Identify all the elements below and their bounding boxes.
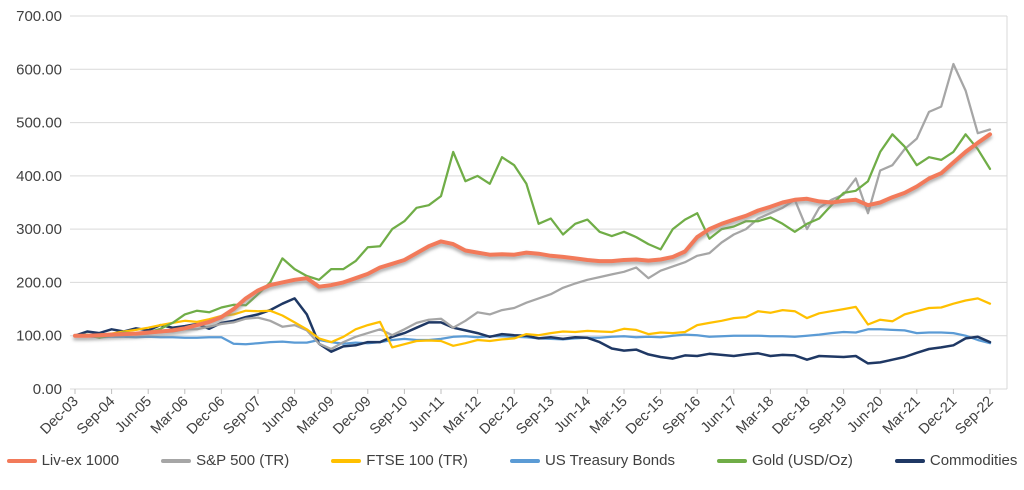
x-axis-label: Dec-12 bbox=[477, 394, 521, 438]
x-axis-label: Mar-06 bbox=[148, 394, 192, 438]
legend-swatch-icon bbox=[894, 458, 925, 463]
x-axis-label: Sep-22 bbox=[952, 394, 996, 438]
series-line-commodities bbox=[73, 297, 992, 365]
x-axis-label: Sep-07 bbox=[220, 394, 264, 438]
series-line-gold-usd-oz bbox=[73, 133, 992, 339]
legend-swatch-icon bbox=[161, 458, 192, 463]
legend-label: Liv-ex 1000 bbox=[41, 452, 120, 469]
x-axis-label: Sep-19 bbox=[806, 394, 850, 438]
y-axis-label: 400.00 bbox=[16, 168, 62, 185]
x-axis-label: Jun-05 bbox=[112, 394, 155, 437]
x-axis-label: Dec-06 bbox=[184, 394, 228, 438]
y-axis-label: 0.00 bbox=[33, 381, 62, 398]
x-axis-label: Dec-15 bbox=[623, 394, 667, 438]
x-axis-label: Dec-18 bbox=[769, 394, 813, 438]
x-axis-label: Mar-09 bbox=[294, 394, 338, 438]
legend-label: FTSE 100 (TR) bbox=[366, 452, 468, 469]
x-axis-label: Mar-12 bbox=[441, 394, 485, 438]
legend-item-liv-ex-1000: Liv-ex 1000 bbox=[6, 452, 120, 469]
x-axis-label: Mar-21 bbox=[880, 394, 924, 438]
x-axis-label: Sep-04 bbox=[74, 394, 118, 438]
legend-item-gold-usd-oz: Gold (USD/Oz) bbox=[717, 452, 853, 469]
x-axis-label: Mar-18 bbox=[733, 394, 777, 438]
x-axis-label: Sep-16 bbox=[660, 394, 704, 438]
x-axis-label: Dec-09 bbox=[330, 394, 374, 438]
x-axis-label: Jun-11 bbox=[406, 394, 448, 436]
x-axis-label: Dec-03 bbox=[37, 394, 81, 438]
x-axis-label: Mar-15 bbox=[587, 394, 631, 438]
legend-label: S&P 500 (TR) bbox=[196, 452, 290, 469]
legend-swatch-icon bbox=[717, 458, 747, 463]
y-axis-label: 700.00 bbox=[16, 8, 62, 25]
legend-item-ftse-100-tr: FTSE 100 (TR) bbox=[331, 452, 468, 469]
legend-label: Commodities bbox=[929, 452, 1018, 469]
x-axis-label: Jun-08 bbox=[259, 394, 302, 437]
x-axis-label: Jun-17 bbox=[698, 394, 741, 437]
x-axis-label: Jun-14 bbox=[552, 394, 595, 437]
legend-label: US Treasury Bonds bbox=[544, 452, 675, 469]
legend-swatch-icon bbox=[6, 458, 37, 463]
x-axis-label: Sep-13 bbox=[513, 394, 557, 438]
y-axis-label: 100.00 bbox=[16, 328, 62, 345]
legend-swatch-icon bbox=[509, 458, 540, 463]
series-line-liv-ex-1000 bbox=[73, 132, 992, 338]
legend-item-us-treasury-bonds: US Treasury Bonds bbox=[509, 452, 675, 469]
legend-swatch-icon bbox=[331, 458, 362, 463]
x-axis-label: Dec-21 bbox=[916, 394, 960, 438]
legend-item-s-p-500-tr: S&P 500 (TR) bbox=[161, 452, 289, 469]
y-axis-label: 200.00 bbox=[16, 274, 62, 291]
series-line-s-p-500-tr bbox=[73, 62, 992, 351]
chart-legend: Liv-ex 1000 S&P 500 (TR) FTSE 100 (TR) U… bbox=[0, 452, 1024, 469]
legend-item-commodities: Commodities bbox=[894, 452, 1018, 469]
y-axis-label: 300.00 bbox=[16, 221, 62, 238]
series-line-ftse-100-tr bbox=[73, 297, 992, 349]
y-axis-label: 600.00 bbox=[16, 61, 62, 78]
legend-label: Gold (USD/Oz) bbox=[752, 452, 853, 469]
y-axis-label: 500.00 bbox=[16, 115, 62, 132]
x-axis-label: Jun-20 bbox=[844, 394, 887, 437]
x-axis-label: Sep-10 bbox=[367, 394, 411, 438]
